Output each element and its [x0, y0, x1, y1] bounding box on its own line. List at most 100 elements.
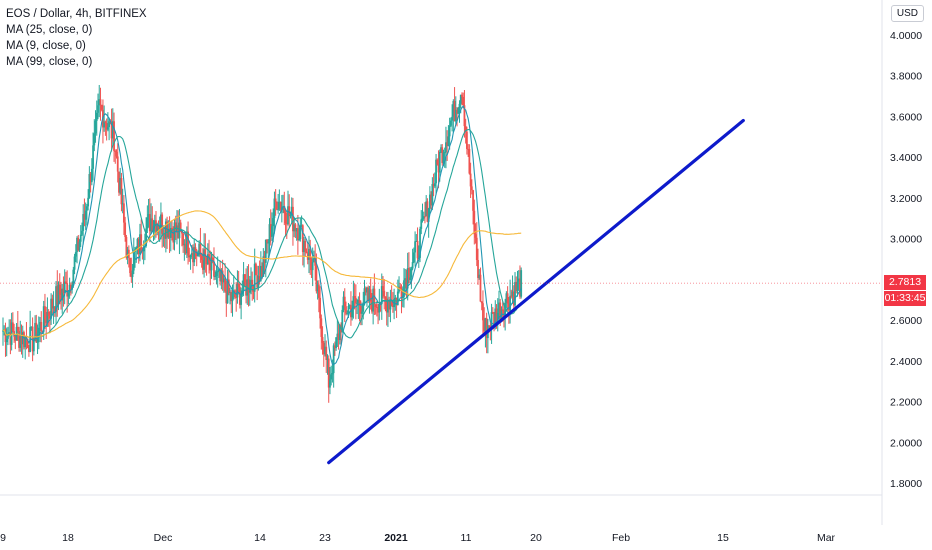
candle-body: [124, 222, 127, 237]
candle-body: [19, 336, 22, 348]
candle-body: [157, 225, 160, 230]
candle-body: [408, 268, 410, 281]
candle-body: [169, 227, 172, 238]
candle-body: [213, 261, 215, 277]
candle-body: [384, 296, 387, 299]
candle-body: [158, 228, 161, 230]
symbol-title[interactable]: EOS / Dollar, 4h, BITFINEX: [6, 8, 147, 20]
candle-body: [336, 333, 339, 338]
candle-body: [151, 218, 154, 232]
candle-body: [448, 125, 451, 137]
candle-body: [354, 297, 357, 304]
trendline[interactable]: [327, 118, 745, 465]
candle-body: [218, 269, 220, 272]
candle-body: [452, 100, 455, 117]
candle-body: [168, 228, 171, 238]
y-tick-label: 3.6000: [890, 111, 922, 123]
candle-body: [338, 325, 341, 341]
candle-body: [106, 127, 109, 130]
candle-body: [236, 283, 239, 298]
candle-body: [478, 274, 481, 278]
candle-body: [119, 177, 122, 193]
candle-body: [475, 237, 478, 261]
candle-body: [126, 249, 129, 258]
candle-body: [330, 374, 333, 380]
currency-button[interactable]: USD: [890, 5, 924, 22]
candle-body: [327, 358, 330, 388]
candle-body: [221, 270, 224, 283]
candle-body: [511, 291, 514, 296]
candle-body: [320, 318, 323, 337]
candle-body: [335, 337, 338, 349]
candle-body: [97, 105, 99, 113]
y-tick-label: 2.6000: [890, 315, 922, 327]
x-tick-label: Dec: [154, 532, 173, 544]
candle-body: [190, 253, 193, 256]
candle-body: [89, 174, 92, 183]
candle-body: [94, 120, 97, 134]
indicator-ma9[interactable]: MA (9, close, 0): [6, 40, 86, 52]
candle-body: [464, 126, 467, 132]
trendline-group[interactable]: [327, 118, 745, 465]
candle-body: [506, 293, 509, 304]
candle-body: [108, 121, 111, 128]
candle-body: [32, 339, 35, 352]
candle-body: [182, 233, 185, 246]
candle-body: [435, 159, 437, 184]
candle-body: [30, 326, 33, 328]
candle-body: [433, 183, 436, 187]
candle-body: [226, 279, 229, 304]
candle-body: [389, 300, 392, 310]
candle-body: [310, 259, 313, 271]
candle-body: [16, 326, 19, 331]
candle-body: [458, 103, 461, 108]
candle-body: [201, 259, 204, 270]
candle-body: [55, 286, 57, 312]
candle-body: [331, 373, 334, 375]
candle-body: [364, 288, 367, 293]
candle-body: [271, 226, 273, 237]
y-tick-label: 2.0000: [890, 437, 922, 449]
candle-body: [222, 278, 225, 283]
x-tick-label: 18: [62, 532, 74, 544]
ma25-line: [2, 128, 522, 339]
indicator-ma99[interactable]: MA (99, close, 0): [6, 56, 93, 68]
candle-body: [9, 332, 12, 345]
candle-body: [47, 311, 50, 316]
candle-body: [437, 164, 440, 173]
candle-body: [103, 121, 106, 128]
ma9-line: [2, 105, 522, 365]
candle-body: [348, 305, 351, 307]
candle-body: [248, 290, 251, 293]
candle-body: [367, 287, 370, 302]
candle-body: [161, 214, 164, 234]
x-tick-label: 15: [717, 532, 729, 544]
candle-body: [206, 254, 209, 265]
candle-body: [292, 206, 294, 232]
candle-body: [69, 284, 72, 290]
candle-body: [160, 214, 162, 229]
candle-body: [88, 174, 91, 198]
candle-body: [410, 268, 413, 278]
candle-body: [308, 248, 310, 260]
candle-body: [378, 303, 381, 313]
candle-body: [147, 214, 150, 218]
candle-body: [48, 315, 51, 319]
candle-body: [4, 328, 7, 343]
candle-body: [167, 228, 170, 238]
candle-body: [269, 224, 272, 237]
candle-body: [62, 288, 65, 294]
candle-body: [104, 121, 107, 124]
candle-body: [446, 142, 449, 147]
candle-body: [490, 312, 493, 330]
candle-body: [268, 224, 271, 243]
candle-body: [20, 336, 23, 345]
candle-body: [42, 306, 45, 332]
candle-body: [517, 278, 520, 282]
candle-body: [116, 156, 119, 172]
candle-body: [135, 247, 138, 250]
candle-body: [129, 257, 131, 274]
indicator-ma25[interactable]: MA (25, close, 0): [6, 24, 93, 36]
